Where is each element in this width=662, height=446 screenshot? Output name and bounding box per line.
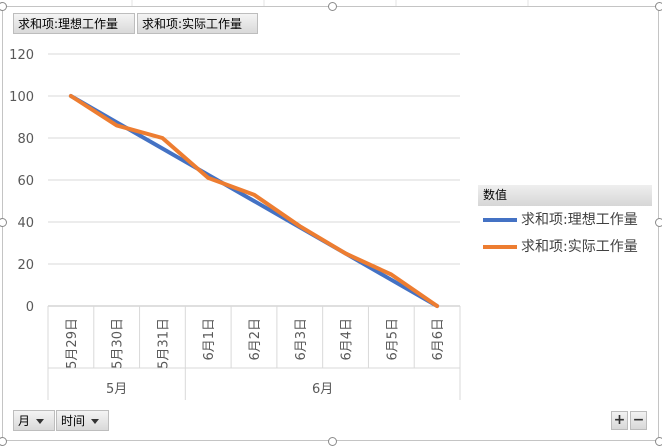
resize-handle-middle-right[interactable] <box>655 218 662 227</box>
axis-field-label-time: 时间 <box>61 414 86 428</box>
resize-handle-middle-left[interactable] <box>0 218 7 227</box>
y-tick-label: 60 <box>17 174 34 189</box>
x-tick-label: 6月3日 <box>294 318 309 361</box>
y-tick-label: 120 <box>9 48 34 63</box>
legend-title[interactable]: 数值 <box>478 185 652 206</box>
x-tick-label: 6月4日 <box>340 318 355 361</box>
collapse-field-button[interactable]: − <box>630 411 647 430</box>
legend-label-actual: 求和项:实际工作量 <box>521 239 638 255</box>
y-tick-label: 100 <box>9 90 34 105</box>
legend-swatch-ideal <box>483 218 517 222</box>
dropdown-arrow-icon <box>91 419 100 424</box>
legend-label-ideal: 求和项:理想工作量 <box>521 212 638 228</box>
y-tick-label: 0 <box>26 300 34 315</box>
y-tick-label: 40 <box>17 216 34 231</box>
x-tick-label: 6月6日 <box>431 318 446 361</box>
x-tick-label: 5月31日 <box>156 318 171 369</box>
resize-handle-top-left[interactable] <box>0 2 7 11</box>
x-tick-label: 5月30日 <box>111 318 126 369</box>
resize-handle-top-right[interactable] <box>655 2 662 11</box>
y-tick-label: 80 <box>17 132 34 147</box>
axis-field-button-time[interactable]: 时间 <box>56 410 109 431</box>
value-field-button-actual[interactable]: 求和项:实际工作量 <box>137 13 258 34</box>
series-line-actual <box>68 94 440 308</box>
x-tick-label: 6月5日 <box>385 318 400 361</box>
expand-field-button[interactable]: + <box>611 411 628 430</box>
x-tick-label: 6月1日 <box>202 318 217 361</box>
x-tick-label: 5月29日 <box>65 318 80 369</box>
legend-item-actual: 求和项:实际工作量 <box>483 237 638 257</box>
x-group-label: 6月 <box>312 382 333 397</box>
y-tick-label: 20 <box>17 258 34 273</box>
legend-item-ideal: 求和项:理想工作量 <box>483 210 638 230</box>
resize-handle-top-center[interactable] <box>328 2 337 11</box>
value-field-button-ideal[interactable]: 求和项:理想工作量 <box>13 13 135 34</box>
x-group-label: 5月 <box>106 382 127 397</box>
legend-swatch-actual <box>483 245 517 249</box>
x-tick-label: 6月2日 <box>248 318 263 361</box>
axis-field-label-month: 月 <box>18 414 31 428</box>
dropdown-arrow-icon <box>36 419 45 424</box>
axis-field-button-month[interactable]: 月 <box>13 410 55 431</box>
